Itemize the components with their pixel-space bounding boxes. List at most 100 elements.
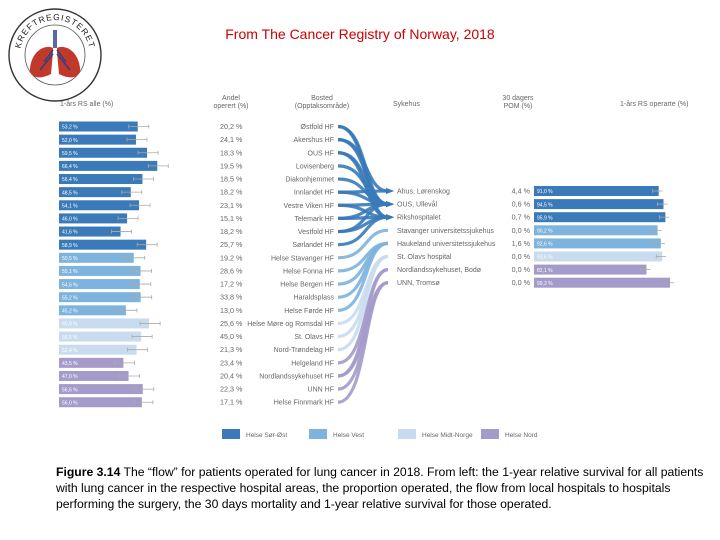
- area-andel: 19,5 %: [220, 161, 243, 170]
- hospital-bar-label: 82,1 %: [537, 268, 553, 274]
- area-andel: 17,2 %: [220, 280, 243, 289]
- header-andel-operert: Andel operert (%): [213, 95, 248, 110]
- area-name: Haraldsplass: [294, 295, 335, 302]
- area-bar-label: 45,2 %: [62, 309, 78, 315]
- area-andel: 25,6 %: [220, 319, 243, 328]
- area-andel: 18,5 %: [220, 175, 243, 184]
- area-bar: [59, 134, 136, 145]
- header-pom: 30 dagers POM (%): [502, 95, 534, 110]
- hospital-bar: [534, 199, 664, 210]
- area-bar-label: 41,6 %: [62, 230, 78, 236]
- area-name: Helse Bergen HF: [280, 282, 334, 289]
- hospital-name: Rikshospitalet: [397, 215, 441, 222]
- hospital-bar: [534, 238, 661, 249]
- area-name: Helse Finnmark HF: [274, 400, 334, 407]
- hospital-name: Stavanger universitetssjukehus: [397, 228, 494, 235]
- area-bar: [59, 147, 148, 158]
- area-name: Helse Møre og Romsdal HF: [247, 321, 334, 328]
- hospital-bar-label: 95,9 %: [537, 215, 553, 221]
- area-andel: 13,0 %: [220, 306, 243, 315]
- hospital-bar: [534, 186, 659, 196]
- area-andel: 22,3 %: [220, 385, 243, 394]
- hospital-bar: [534, 225, 658, 236]
- area-bar-label: 58,9 %: [62, 243, 78, 249]
- hospital-name: Nordlandssykehuset, Bodø: [397, 267, 482, 274]
- hospital-pom: 0,0 %: [512, 252, 531, 261]
- hospital-pom: 0,0 %: [512, 265, 531, 274]
- lungs-seal-icon: [29, 30, 81, 78]
- hospital-pom: 0,6 %: [512, 200, 531, 209]
- area-name: Sørlandet HF: [292, 242, 334, 249]
- area-name: Diakonhjemmet: [285, 177, 334, 184]
- area-bar-label: 55,5 %: [62, 335, 78, 341]
- area-andel: 15,1 %: [220, 214, 243, 223]
- area-bar-label: 60,9 %: [62, 322, 78, 328]
- area-bar: [59, 187, 131, 198]
- area-name: Lovisenberg: [296, 163, 334, 170]
- area-bar-label: 66,4 %: [62, 164, 78, 170]
- area-name: Innlandet HF: [294, 190, 334, 197]
- registry-logo: KREFTREGISTERET: [8, 8, 102, 102]
- area-andel: 45,0 %: [220, 332, 243, 341]
- area-bar-label: 59,5 %: [62, 151, 78, 157]
- hospital-bar: [534, 212, 666, 223]
- area-name: Telemark HF: [294, 216, 334, 223]
- area-bar: [59, 384, 143, 395]
- legend-swatch: [222, 429, 240, 439]
- hospital-name: Haukeland universitetssjukehus: [397, 241, 496, 248]
- area-bar-label: 56,0 %: [62, 400, 78, 406]
- area-bar-label: 53,2 %: [62, 125, 78, 131]
- area-bar: [59, 160, 158, 171]
- legend-label: Helse Vest: [333, 432, 364, 439]
- area-andel: 17,1 %: [220, 398, 243, 407]
- area-andel: 18,3 %: [220, 148, 243, 157]
- area-bar: [59, 305, 126, 316]
- area-andel: 28,6 %: [220, 266, 243, 275]
- hospital-pom: 0,0 %: [512, 278, 531, 287]
- page-title: From The Cancer Registry of Norway, 2018: [225, 26, 495, 42]
- flow-link: [337, 254, 389, 352]
- area-name: Helse Stavanger HF: [271, 255, 334, 262]
- caption-text: The “flow” for patients operated for lun…: [56, 465, 704, 511]
- area-name: Vestre Viken HF: [284, 203, 334, 210]
- area-andel: 23,4 %: [220, 358, 243, 367]
- hospital-bar-label: 94,5 %: [537, 202, 553, 208]
- area-bar: [59, 239, 147, 250]
- area-name: Helgeland HF: [291, 360, 334, 367]
- area-bar: [59, 397, 142, 408]
- area-andel: 25,7 %: [220, 240, 243, 249]
- area-bar-label: 48,5 %: [62, 190, 78, 196]
- area-andel: 20,2 %: [220, 122, 243, 131]
- area-bar: [59, 318, 150, 329]
- area-bar: [59, 252, 134, 263]
- figure-caption: Figure 3.14 The “flow” for patients oper…: [56, 464, 706, 512]
- area-name: Vestfold HF: [298, 229, 334, 236]
- area-andel: 18,2 %: [220, 188, 243, 197]
- area-bar: [59, 370, 129, 381]
- area-bar-label: 46,0 %: [62, 217, 78, 223]
- area-name: St. Olavs HF: [294, 334, 334, 341]
- area-bar-label: 56,6 %: [62, 387, 78, 393]
- area-bar: [59, 121, 138, 132]
- area-bar-label: 55,1 %: [62, 269, 78, 275]
- area-bar-label: 47,0 %: [62, 374, 78, 380]
- area-andel: 23,1 %: [220, 201, 243, 210]
- area-bar: [59, 357, 124, 368]
- area-bar: [59, 279, 140, 290]
- hospital-bar: [534, 264, 647, 275]
- area-bar: [59, 200, 140, 211]
- hospital-name: UNN, Tromsø: [397, 280, 441, 287]
- header-survival-operated: 1-års RS operarte (%): [620, 100, 688, 108]
- area-bar-label: 52,4 %: [62, 348, 78, 354]
- area-bar: [59, 213, 128, 224]
- area-andel: 24,1 %: [220, 135, 243, 144]
- hospital-pom: 4,4 %: [512, 187, 531, 196]
- flow-arrowhead: [386, 188, 394, 194]
- area-andel: 19,2 %: [220, 253, 243, 262]
- hospital-bar-label: 99,3 %: [537, 281, 553, 287]
- area-bar-label: 52,0 %: [62, 138, 78, 144]
- hospital-pom: 0,0 %: [512, 226, 531, 235]
- hospital-name: St. Olavs hospital: [397, 254, 452, 261]
- legend-label: Helse Midt-Norge: [422, 432, 473, 439]
- hospital-name: OUS, Ullevål: [397, 201, 438, 209]
